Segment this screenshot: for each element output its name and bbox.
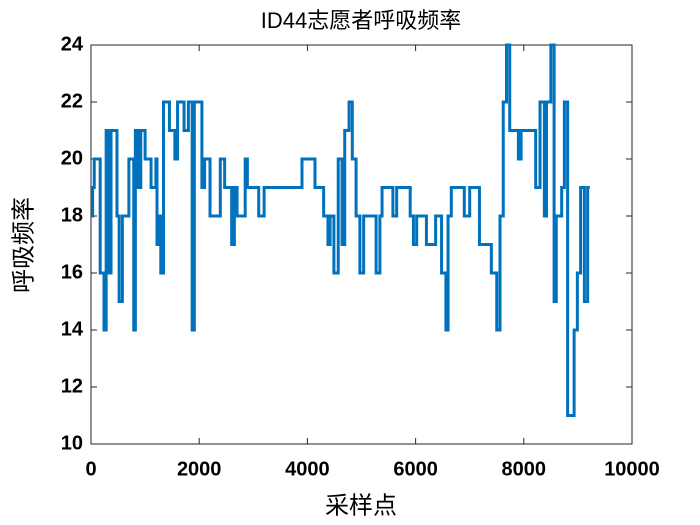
data-line (91, 43, 590, 417)
x-tick-label: 0 (85, 458, 96, 480)
x-tick-label: 10000 (604, 458, 660, 480)
y-tick-label: 22 (61, 90, 83, 112)
y-tick-label: 18 (61, 204, 83, 226)
x-axis-label: 采样点 (325, 493, 397, 520)
x-tick-label: 6000 (393, 458, 438, 480)
y-tick-label: 16 (61, 261, 83, 283)
x-tick-label: 8000 (502, 458, 547, 480)
x-tick-label: 4000 (285, 458, 330, 480)
y-axis-label: 呼吸频率 (11, 197, 38, 293)
y-tick-label: 20 (61, 147, 83, 169)
y-tick-label: 14 (61, 318, 84, 340)
y-tick-label: 24 (61, 33, 84, 55)
x-tick-label: 2000 (177, 458, 222, 480)
chart-title: ID44志愿者呼吸频率 (261, 8, 461, 33)
plot-frame (90, 44, 633, 445)
y-tick-label: 10 (61, 432, 83, 454)
y-tick-label: 12 (61, 375, 83, 397)
